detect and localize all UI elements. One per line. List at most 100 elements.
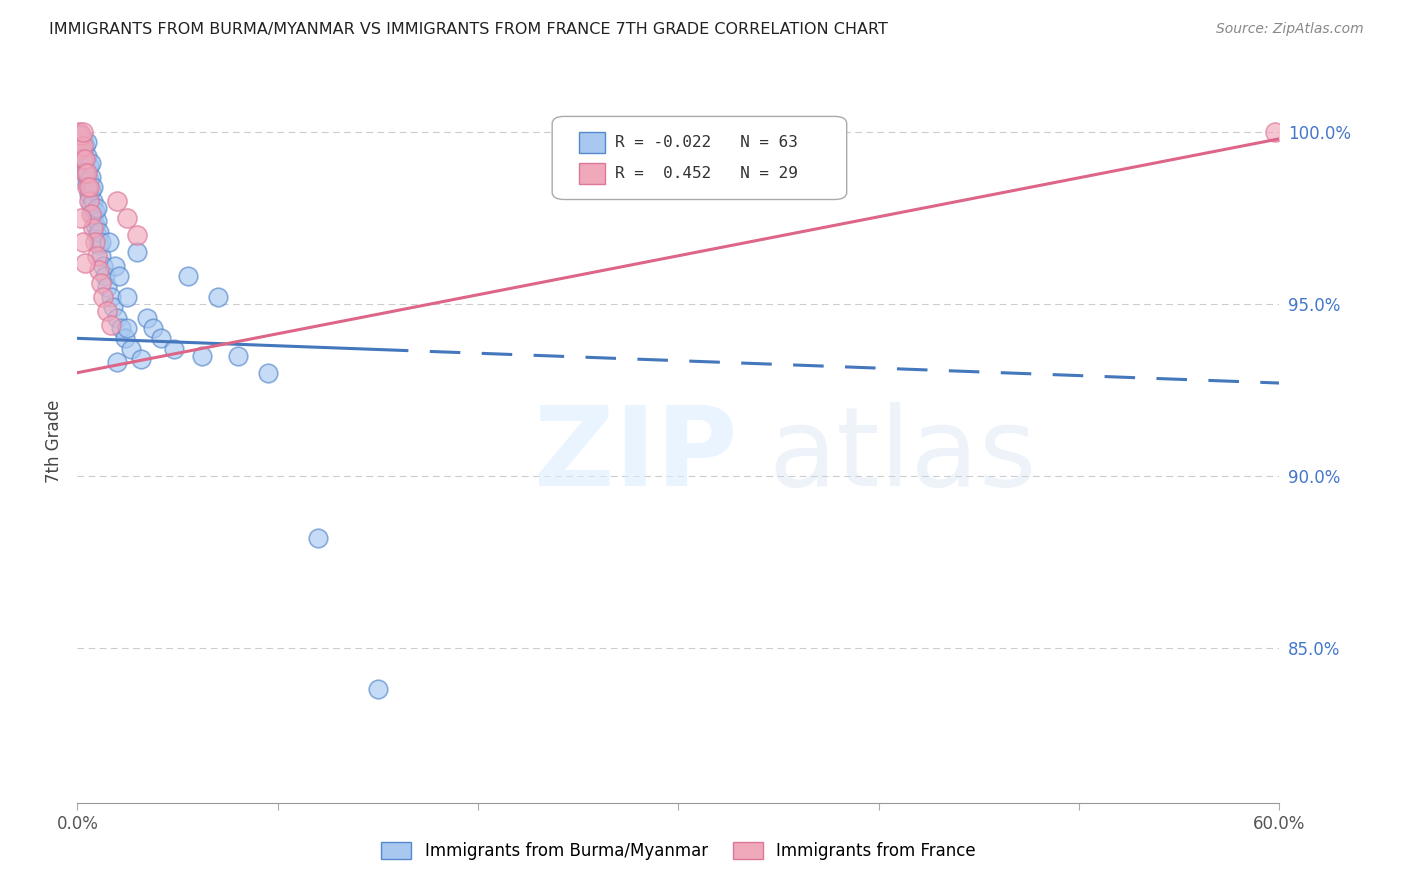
- Point: [79, 173, 101, 187]
- Point: [80, 169, 103, 184]
- Point: [90, 277, 112, 291]
- Point: [70, 135, 93, 149]
- Point: [80, 207, 103, 221]
- Point: [207, 290, 229, 304]
- Point: [72, 153, 94, 167]
- Point: [94, 269, 117, 284]
- Point: [114, 331, 136, 345]
- Point: [131, 351, 153, 366]
- Point: [117, 321, 139, 335]
- Point: [100, 318, 122, 332]
- Y-axis label: 7th Grade: 7th Grade: [45, 400, 63, 483]
- Point: [142, 321, 165, 335]
- Point: [136, 310, 159, 325]
- Point: [75, 255, 97, 269]
- Point: [79, 180, 101, 194]
- Point: [76, 177, 98, 191]
- FancyBboxPatch shape: [579, 163, 605, 184]
- Text: R =  0.452   N = 29: R = 0.452 N = 29: [614, 166, 797, 181]
- Point: [70, 149, 93, 163]
- Point: [86, 249, 108, 263]
- Point: [70, 128, 93, 143]
- Point: [72, 153, 94, 167]
- Point: [72, 132, 94, 146]
- Point: [67, 132, 90, 146]
- Point: [84, 204, 107, 219]
- Point: [127, 228, 149, 243]
- FancyBboxPatch shape: [579, 132, 605, 153]
- Point: [93, 290, 115, 304]
- Point: [226, 349, 249, 363]
- Point: [96, 303, 118, 318]
- Point: [107, 194, 129, 208]
- Point: [75, 166, 97, 180]
- Point: [72, 125, 94, 139]
- Point: [117, 211, 139, 225]
- Point: [89, 225, 111, 239]
- Point: [75, 153, 97, 167]
- Point: [89, 238, 111, 252]
- Point: [76, 162, 98, 177]
- Point: [93, 259, 115, 273]
- Point: [72, 159, 94, 173]
- Point: [72, 138, 94, 153]
- Point: [150, 331, 173, 345]
- Point: [72, 235, 94, 249]
- Point: [70, 142, 93, 156]
- Point: [67, 142, 90, 156]
- Text: R = -0.022   N = 63: R = -0.022 N = 63: [614, 135, 797, 150]
- Point: [84, 235, 107, 249]
- Point: [162, 342, 184, 356]
- Text: atlas: atlas: [769, 402, 1038, 509]
- Text: ZIP: ZIP: [534, 402, 738, 509]
- Point: [98, 235, 121, 249]
- Point: [82, 180, 104, 194]
- Point: [76, 135, 98, 149]
- Point: [80, 156, 103, 170]
- Point: [107, 310, 129, 325]
- Point: [70, 211, 93, 225]
- Point: [70, 128, 93, 143]
- Point: [107, 355, 129, 369]
- Point: [117, 290, 139, 304]
- Point: [72, 145, 94, 160]
- FancyBboxPatch shape: [553, 117, 846, 200]
- Point: [96, 279, 118, 293]
- Point: [103, 301, 125, 315]
- Point: [76, 180, 98, 194]
- Text: Source: ZipAtlas.com: Source: ZipAtlas.com: [1216, 22, 1364, 37]
- Point: [110, 321, 132, 335]
- Point: [1264, 125, 1286, 139]
- Point: [76, 166, 98, 180]
- Point: [82, 194, 104, 208]
- Point: [76, 149, 98, 163]
- Point: [79, 194, 101, 208]
- Point: [86, 228, 108, 243]
- Point: [120, 342, 142, 356]
- Point: [89, 262, 111, 277]
- Point: [108, 269, 131, 284]
- Point: [307, 531, 329, 545]
- Point: [176, 269, 198, 284]
- Legend: Immigrants from Burma/Myanmar, Immigrants from France: Immigrants from Burma/Myanmar, Immigrant…: [374, 835, 983, 867]
- Point: [86, 214, 108, 228]
- Point: [67, 132, 90, 146]
- Point: [79, 186, 101, 201]
- Point: [90, 249, 112, 263]
- Point: [67, 125, 90, 139]
- Point: [86, 201, 108, 215]
- Point: [75, 166, 97, 180]
- Point: [82, 221, 104, 235]
- Point: [90, 235, 112, 249]
- Point: [80, 183, 103, 197]
- Point: [367, 682, 389, 697]
- Point: [80, 197, 103, 211]
- Point: [100, 290, 122, 304]
- Point: [104, 259, 127, 273]
- Point: [75, 138, 97, 153]
- Point: [79, 159, 101, 173]
- Point: [256, 366, 278, 380]
- Point: [75, 153, 97, 167]
- Point: [84, 218, 107, 232]
- Text: IMMIGRANTS FROM BURMA/MYANMAR VS IMMIGRANTS FROM FRANCE 7TH GRADE CORRELATION CH: IMMIGRANTS FROM BURMA/MYANMAR VS IMMIGRA…: [49, 22, 889, 37]
